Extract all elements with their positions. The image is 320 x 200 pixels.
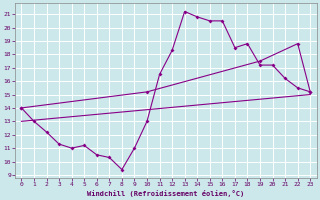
- X-axis label: Windchill (Refroidissement éolien,°C): Windchill (Refroidissement éolien,°C): [87, 190, 244, 197]
